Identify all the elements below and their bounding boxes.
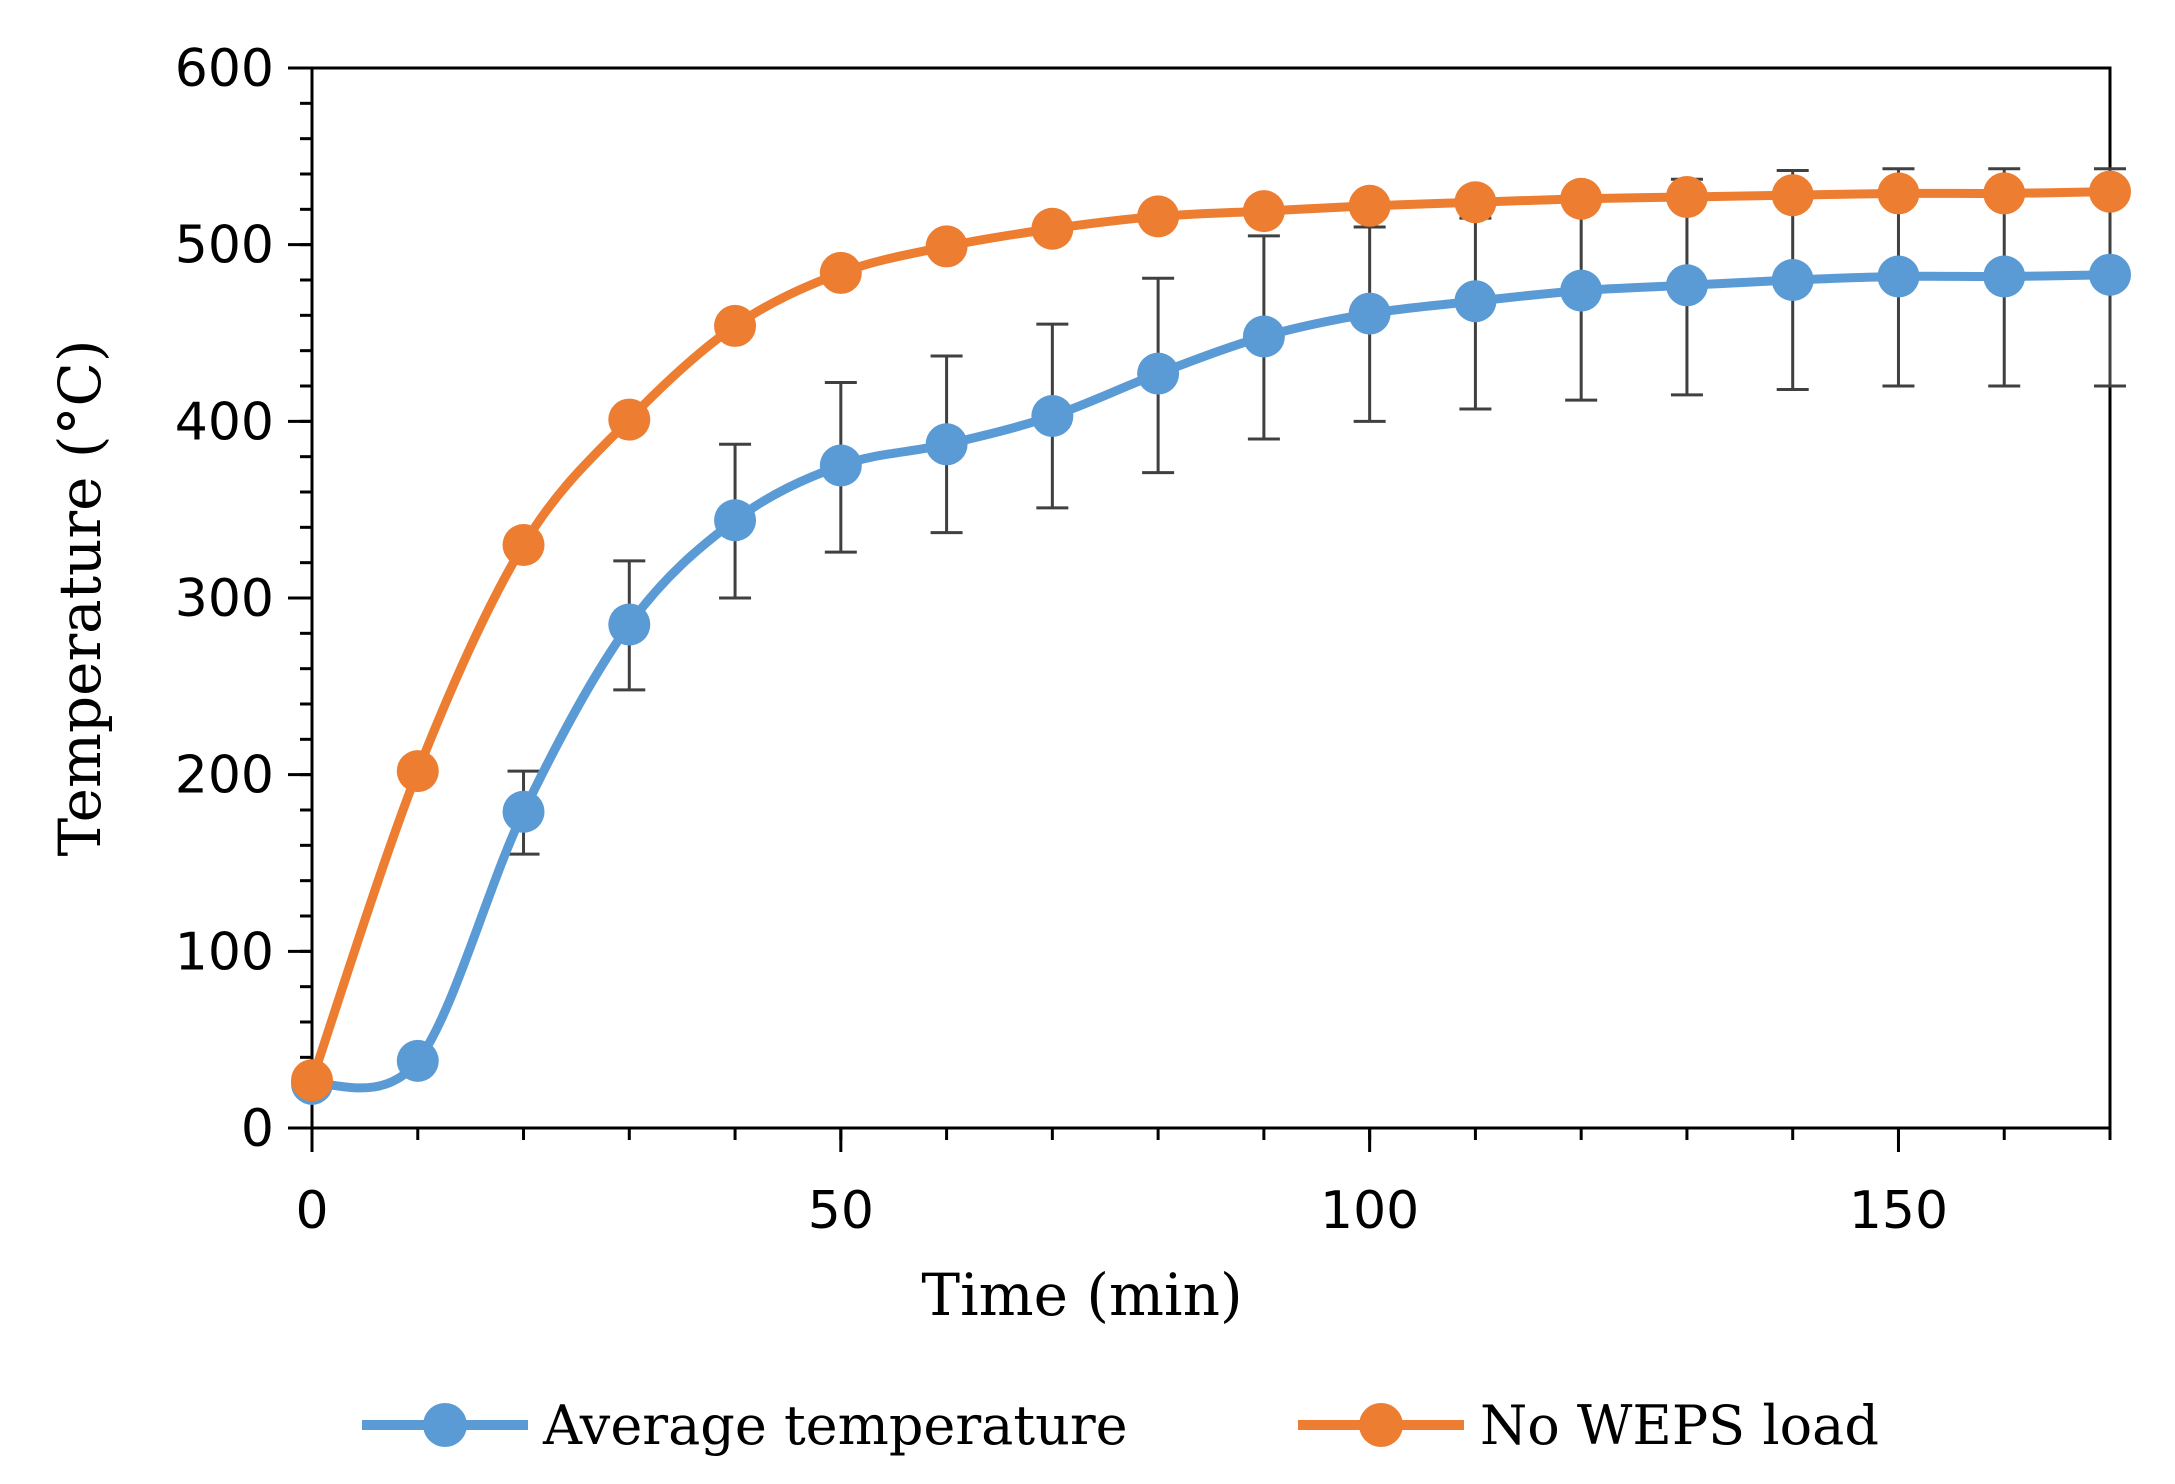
major-ticks bbox=[288, 66, 1900, 1152]
data-point-average-temperature[interactable] bbox=[1877, 255, 1920, 298]
legend-item-average-temperature[interactable]: Average temperature bbox=[362, 1394, 1128, 1457]
data-point-no-weps-load[interactable] bbox=[1771, 174, 1814, 217]
data-point-no-weps-load[interactable] bbox=[714, 304, 757, 347]
data-point-average-temperature[interactable] bbox=[1983, 255, 2026, 298]
y-tick-label: 500 bbox=[175, 216, 274, 276]
data-point-no-weps-load[interactable] bbox=[1031, 207, 1074, 250]
y-tick-label: 0 bbox=[241, 1099, 274, 1159]
minor-ticks bbox=[300, 66, 2112, 1140]
data-point-no-weps-load[interactable] bbox=[396, 750, 439, 793]
data-point-no-weps-load[interactable] bbox=[1665, 175, 1708, 218]
y-tick-label: 600 bbox=[175, 39, 274, 99]
y-tick-label: 100 bbox=[175, 922, 274, 982]
legend-item-no-weps-load[interactable]: No WEPS load bbox=[1298, 1394, 1879, 1457]
data-point-average-temperature[interactable] bbox=[1137, 352, 1180, 395]
data-point-no-weps-load[interactable] bbox=[1242, 190, 1285, 233]
data-point-average-temperature[interactable] bbox=[714, 499, 757, 542]
data-point-average-temperature[interactable] bbox=[1031, 395, 1074, 438]
data-point-average-temperature[interactable] bbox=[1665, 264, 1708, 307]
data-point-no-weps-load[interactable] bbox=[819, 251, 862, 294]
y-tick-label: 300 bbox=[175, 569, 274, 629]
y-tick-label: 400 bbox=[175, 392, 274, 452]
data-point-no-weps-load[interactable] bbox=[1983, 172, 2026, 215]
data-point-no-weps-load[interactable] bbox=[1454, 181, 1497, 224]
data-point-no-weps-load[interactable] bbox=[1137, 195, 1180, 238]
data-point-no-weps-load[interactable] bbox=[608, 398, 651, 441]
series-line-no-weps-load bbox=[307, 187, 2111, 1082]
data-point-no-weps-load[interactable] bbox=[1348, 184, 1391, 227]
x-tick-label: 50 bbox=[808, 1181, 874, 1241]
data-point-average-temperature[interactable] bbox=[925, 423, 968, 466]
data-point-average-temperature[interactable] bbox=[2089, 253, 2131, 296]
series-line-average-temperature bbox=[311, 270, 2111, 1093]
y-axis-title: Temperature (°C) bbox=[46, 339, 114, 856]
plot-area bbox=[310, 66, 2112, 1130]
x-axis-title: Time (min) bbox=[921, 1261, 1242, 1329]
series-points bbox=[291, 170, 2131, 1105]
data-point-average-temperature[interactable] bbox=[502, 790, 545, 833]
data-point-no-weps-load[interactable] bbox=[502, 524, 545, 566]
data-point-no-weps-load[interactable] bbox=[1877, 172, 1920, 215]
data-point-average-temperature[interactable] bbox=[1348, 292, 1391, 335]
data-point-average-temperature[interactable] bbox=[1242, 315, 1285, 358]
data-point-average-temperature[interactable] bbox=[819, 444, 862, 487]
x-axis-tick-labels: 0 50 100 150 bbox=[295, 1181, 1948, 1241]
x-tick-label: 150 bbox=[1849, 1181, 1948, 1241]
data-point-average-temperature[interactable] bbox=[396, 1039, 439, 1082]
data-point-average-temperature[interactable] bbox=[608, 603, 651, 646]
series-lines bbox=[307, 187, 2111, 1093]
legend: Average temperature No WEPS load bbox=[362, 1394, 1879, 1457]
data-point-average-temperature[interactable] bbox=[1454, 280, 1497, 323]
legend-label-average-temperature: Average temperature bbox=[542, 1394, 1128, 1457]
data-point-average-temperature[interactable] bbox=[1771, 259, 1814, 301]
y-axis-tick-labels: 0 100 200 300 400 500 600 bbox=[175, 39, 274, 1159]
data-point-no-weps-load[interactable] bbox=[2089, 170, 2131, 213]
data-point-average-temperature[interactable] bbox=[1560, 269, 1603, 312]
data-point-no-weps-load[interactable] bbox=[925, 225, 968, 268]
data-point-no-weps-load[interactable] bbox=[291, 1059, 333, 1102]
data-point-no-weps-load[interactable] bbox=[1560, 177, 1603, 220]
legend-label-no-weps-load: No WEPS load bbox=[1480, 1394, 1879, 1457]
x-tick-label: 100 bbox=[1320, 1181, 1419, 1241]
y-tick-label: 200 bbox=[175, 746, 274, 806]
legend-marker-average-temperature bbox=[423, 1403, 467, 1447]
x-tick-label: 0 bbox=[295, 1181, 328, 1241]
legend-marker-no-weps-load bbox=[1359, 1403, 1403, 1447]
